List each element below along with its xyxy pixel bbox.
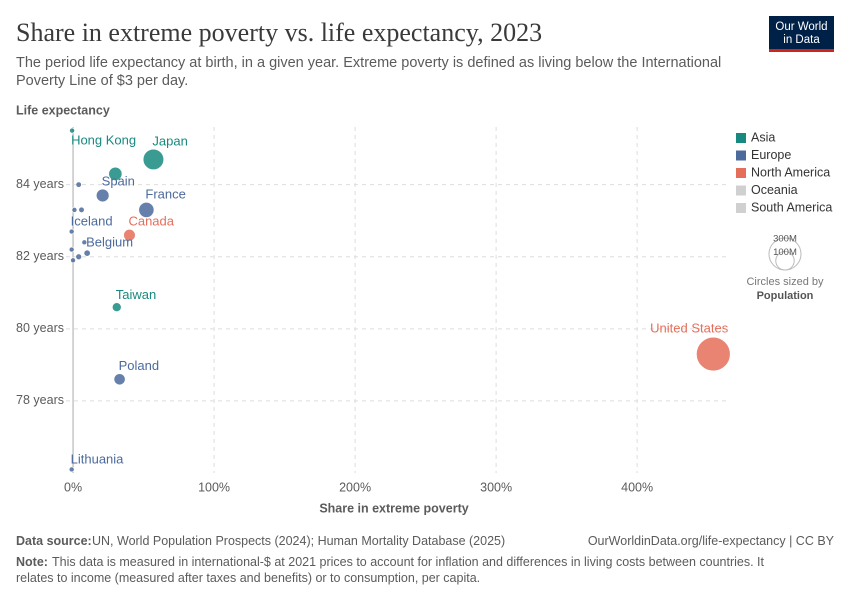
x-tick-label: 100% [198, 480, 230, 494]
x-tick-label: 200% [339, 480, 371, 494]
bubble [78, 206, 85, 213]
bubble [71, 207, 78, 213]
x-axis-label: Share in extreme poverty [319, 501, 468, 515]
logo-bar [769, 49, 834, 52]
legend-label[interactable]: Europe [751, 148, 791, 162]
bubble [112, 302, 122, 312]
bubble [696, 336, 731, 372]
source-label: Data source: [16, 534, 92, 548]
legend-label[interactable]: Oceania [751, 183, 798, 197]
bubble [83, 249, 91, 257]
point-label: Spain [102, 174, 135, 189]
size-legend-label: 300M [773, 234, 797, 245]
bubble [95, 188, 110, 203]
point-label: Iceland [71, 213, 113, 228]
url[interactable]: OurWorldinData.org/life-expectancy | CC … [588, 534, 835, 548]
legend-label[interactable]: South America [751, 200, 832, 214]
size-legend-caption: Circles sized by [746, 276, 824, 288]
legend-label[interactable]: Asia [751, 130, 775, 144]
source: UN, World Population Prospects (2024); H… [92, 534, 505, 548]
bubble [75, 181, 82, 188]
y-tick-label: 78 years [16, 393, 64, 407]
size-legend-circle [775, 251, 795, 271]
point-label: Taiwan [116, 287, 156, 302]
size-legend-variable: Population [757, 290, 814, 302]
bubble [108, 166, 123, 181]
x-tick-label: 0% [64, 480, 82, 494]
point-label: Hong Kong [71, 133, 136, 148]
bubble [142, 148, 165, 171]
point-label: Canada [128, 214, 174, 229]
y-tick-label: 84 years [16, 177, 64, 191]
chart-title: Share in extreme poverty vs. life expect… [16, 18, 542, 47]
legend-label[interactable]: North America [751, 165, 830, 179]
bubble [113, 373, 126, 386]
size-legend-label: 100M [773, 247, 797, 258]
point-label: Lithuania [71, 451, 125, 466]
logo-text: Our World [775, 21, 827, 33]
legend-swatch [736, 168, 746, 178]
subtitle: The period life expectancy at birth, in … [16, 55, 721, 71]
legend-swatch [736, 133, 746, 143]
x-tick-label: 300% [480, 480, 512, 494]
logo[interactable] [769, 16, 834, 52]
point-label: Japan [152, 134, 187, 149]
subtitle: Poverty Line of $3 per day. [16, 73, 188, 89]
point-label: Poland [119, 358, 159, 373]
point-label: France [145, 187, 185, 202]
point-label: United States [650, 321, 729, 336]
bubble [68, 246, 75, 253]
note: relates to income (measured after taxes … [16, 571, 480, 585]
note-label: Note: [16, 555, 48, 569]
legend-swatch [736, 150, 746, 161]
note: This data is measured in international-$… [52, 555, 765, 569]
bubble [75, 253, 82, 260]
bubble [81, 239, 88, 246]
bubble [123, 228, 136, 242]
legend-swatch [736, 185, 746, 196]
bubble [138, 201, 155, 218]
bubble [68, 466, 75, 473]
bubble [70, 257, 76, 264]
bubble [68, 228, 75, 235]
point-label: Belgium [86, 234, 133, 249]
y-tick-label: 80 years [16, 321, 64, 335]
logo-text: in Data [783, 34, 820, 46]
y-axis-label: Life expectancy [16, 103, 110, 117]
x-tick-label: 400% [621, 480, 653, 494]
legend-swatch [736, 203, 746, 213]
y-tick-label: 82 years [16, 249, 64, 263]
bubble [69, 127, 75, 134]
